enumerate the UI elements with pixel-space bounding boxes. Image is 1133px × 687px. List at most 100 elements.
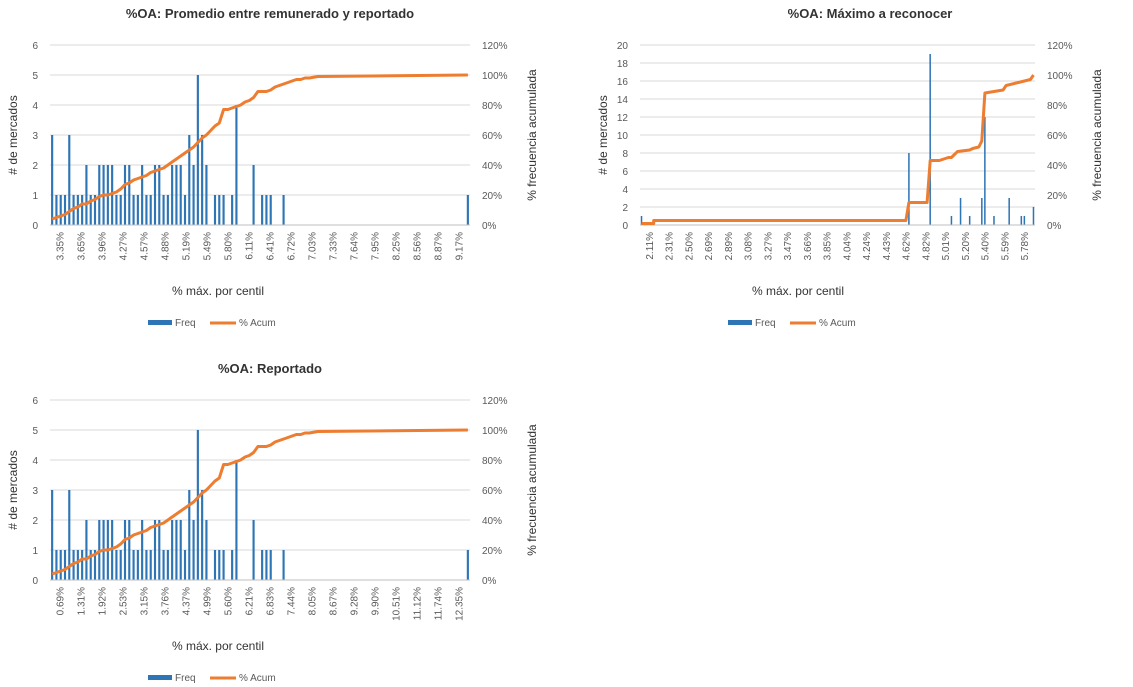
x-tick-label: 5.59% — [1000, 232, 1011, 260]
freq-bar — [136, 550, 139, 580]
freq-bar — [188, 135, 191, 225]
freq-bar — [269, 550, 272, 580]
freq-bar — [466, 195, 469, 225]
legend-freq-swatch — [148, 675, 172, 680]
chart-title: %OA: Máximo a reconocer — [788, 6, 953, 21]
y2-axis-title: % frecuencia acumulada — [1090, 69, 1104, 201]
x-tick-label: 4.27% — [119, 232, 130, 260]
x-tick-label: 8.87% — [434, 232, 445, 260]
chart-svg: %OA: Promedio entre remunerado y reporta… — [6, 6, 539, 329]
legend-freq-label: Freq — [755, 318, 776, 329]
freq-bar — [984, 117, 986, 225]
legend-acum-label: % Acum — [239, 318, 276, 329]
x-tick-label: 4.88% — [161, 232, 172, 260]
freq-bar — [85, 165, 88, 225]
y-tick-label: 10 — [617, 131, 629, 142]
freq-bar — [136, 195, 139, 225]
x-tick-label: 3.66% — [803, 232, 814, 260]
y2-axis-title: % frecuencia acumulada — [525, 424, 539, 556]
freq-bar — [1023, 216, 1026, 225]
x-tick-label: 2.69% — [704, 232, 715, 260]
freq-bar — [59, 550, 62, 580]
y-tick-label: 12 — [617, 113, 629, 124]
y-tick-label: 18 — [617, 59, 629, 70]
freq-bar — [141, 520, 144, 580]
x-tick-label: 8.56% — [413, 232, 424, 260]
x-tick-label: 7.95% — [371, 232, 382, 260]
freq-bar — [128, 165, 131, 225]
freq-bar — [128, 520, 131, 580]
x-tick-label: 4.24% — [862, 232, 873, 260]
freq-bar — [205, 520, 208, 580]
y2-tick-label: 40% — [1047, 161, 1067, 172]
legend-freq-swatch — [728, 320, 752, 325]
y-axis-title: # de mercados — [596, 95, 610, 174]
freq-bar — [132, 195, 135, 225]
x-axis-title: % máx. por centil — [752, 284, 844, 298]
x-tick-label: 12.35% — [455, 587, 466, 621]
freq-bar — [93, 195, 97, 225]
freq-bar — [153, 520, 157, 580]
x-tick-label: 5.01% — [941, 232, 952, 260]
x-tick-label: 3.85% — [823, 232, 834, 260]
legend-acum-label: % Acum — [239, 673, 276, 684]
x-tick-label: 4.37% — [182, 587, 193, 615]
acum-line — [51, 73, 468, 221]
freq-bar — [158, 520, 161, 580]
freq-bar — [183, 195, 187, 225]
x-tick-label: 6.21% — [245, 587, 256, 615]
y-tick-label: 6 — [32, 41, 38, 52]
x-tick-label: 5.80% — [224, 232, 235, 260]
y2-axis-title: % frecuencia acumulada — [525, 69, 539, 201]
freq-bar — [149, 550, 152, 580]
freq-bar — [115, 195, 118, 225]
y-tick-label: 5 — [32, 71, 38, 82]
x-tick-label: 2.89% — [724, 232, 735, 260]
y2-tick-label: 100% — [482, 426, 508, 437]
x-tick-label: 10.51% — [392, 587, 403, 621]
freq-bar — [231, 550, 234, 580]
freq-bar — [76, 195, 79, 225]
freq-bar — [269, 195, 272, 225]
freq-bar — [205, 165, 208, 225]
x-tick-label: 3.08% — [744, 232, 755, 260]
freq-bar — [950, 216, 953, 225]
x-tick-label: 7.44% — [287, 587, 298, 615]
y2-tick-label: 80% — [482, 456, 502, 467]
chart-title: %OA: Promedio entre remunerado y reporta… — [126, 6, 414, 21]
freq-bar — [158, 165, 161, 225]
x-tick-label: 5.19% — [182, 232, 193, 260]
freq-bar — [908, 153, 910, 225]
y-tick-label: 0 — [32, 221, 38, 232]
freq-bar — [196, 75, 199, 225]
x-tick-label: 1.31% — [77, 587, 88, 615]
x-tick-label: 0.69% — [56, 587, 67, 615]
x-tick-label: 4.43% — [882, 232, 893, 260]
freq-bar — [55, 550, 58, 580]
x-tick-label: 1.92% — [98, 587, 109, 615]
y2-tick-label: 20% — [482, 191, 502, 202]
freq-bar — [123, 520, 127, 580]
freq-bar — [162, 195, 165, 225]
freq-bar — [166, 195, 169, 225]
freq-bar — [68, 490, 71, 580]
chart-svg: %OA: Máximo a reconocer 0 2 4 6 8 10 12 14 16 18 20… — [596, 6, 1104, 329]
x-tick-label: 2.11% — [645, 232, 656, 260]
x-tick-label: 3.47% — [783, 232, 794, 260]
y2-tick-label: 20% — [1047, 191, 1067, 202]
freq-bar — [115, 550, 118, 580]
x-tick-label: 5.60% — [224, 587, 235, 615]
x-tick-label: 2.53% — [119, 587, 130, 615]
freq-bar — [201, 135, 204, 225]
freq-bar — [261, 195, 264, 225]
y2-tick-label: 100% — [482, 71, 508, 82]
freq-bar — [192, 165, 195, 225]
freq-bar — [235, 460, 238, 580]
legend-acum-label: % Acum — [819, 318, 856, 329]
freq-bar — [145, 195, 148, 225]
y2-tick-label: 60% — [1047, 131, 1067, 142]
x-tick-label: 4.99% — [203, 587, 214, 615]
x-tick-label: 3.65% — [77, 232, 88, 260]
y-tick-label: 0 — [622, 221, 628, 232]
x-tick-label: 7.03% — [308, 232, 319, 260]
